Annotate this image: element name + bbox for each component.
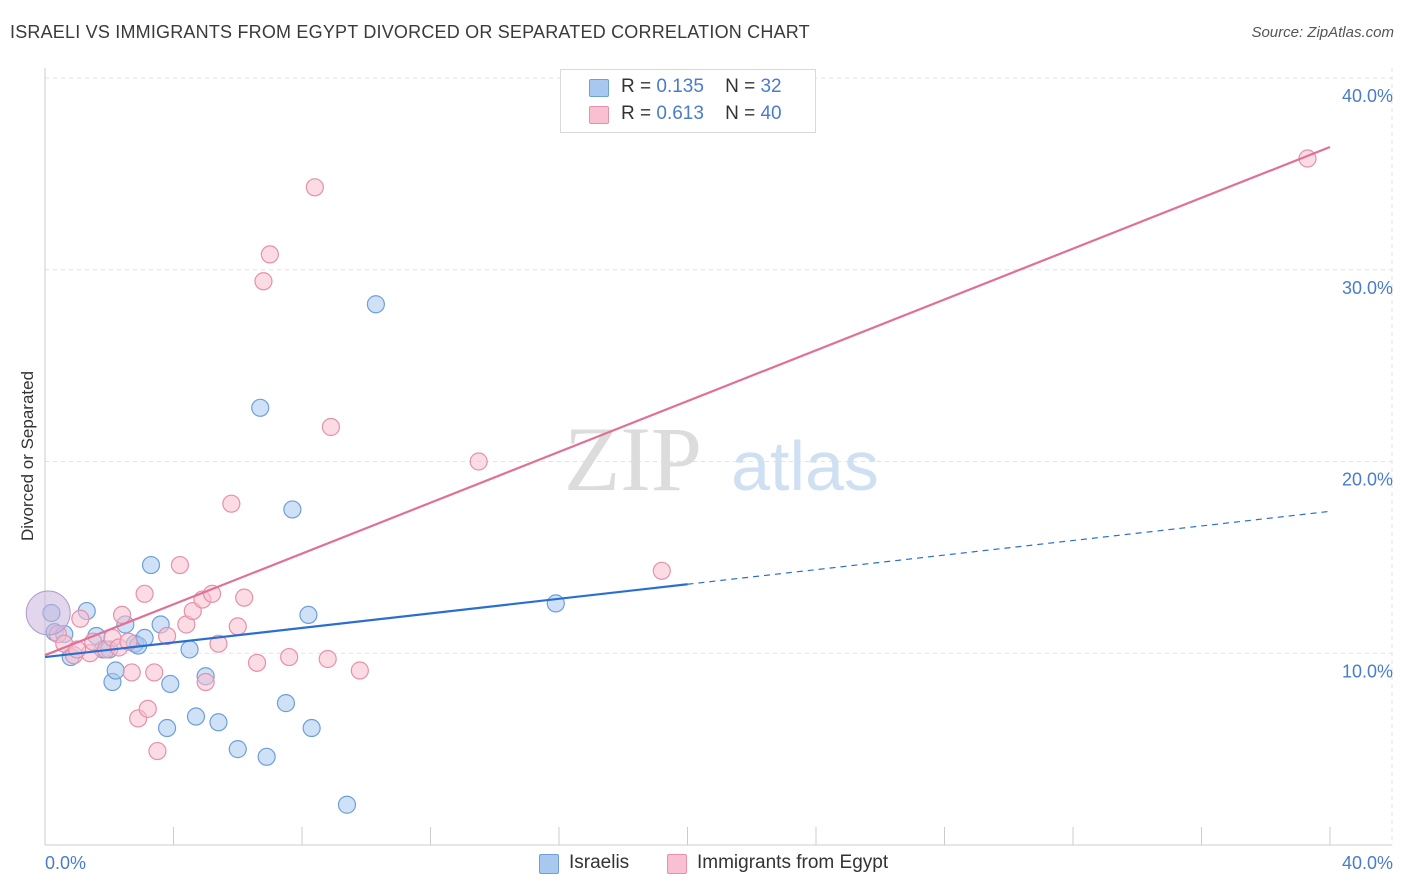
point-israelis bbox=[135, 628, 154, 648]
chart-title: ISRAELI VS IMMIGRANTS FROM EGYPT DIVORCE… bbox=[10, 22, 810, 42]
y-tick-label: 10.0% bbox=[1342, 661, 1393, 681]
bottom-legend-swatch-israelis bbox=[539, 854, 559, 874]
legend-r-value: 0.135 bbox=[656, 76, 704, 97]
point-egypt bbox=[222, 494, 241, 513]
legend-n-value: 40 bbox=[760, 103, 782, 124]
point-egypt bbox=[228, 617, 247, 636]
point-egypt bbox=[254, 272, 273, 291]
point-egypt bbox=[469, 452, 488, 471]
y-tick-label: 20.0% bbox=[1342, 470, 1393, 490]
point-egypt bbox=[318, 649, 337, 669]
point-egypt bbox=[157, 626, 177, 646]
point-israelis bbox=[302, 718, 321, 738]
point-israelis bbox=[283, 500, 302, 519]
point-israelis bbox=[186, 707, 206, 726]
point-egypt bbox=[170, 555, 190, 575]
trend-line-egypt bbox=[44, 146, 1331, 657]
point-israelis bbox=[257, 747, 276, 766]
data-points bbox=[25, 149, 1317, 814]
bottom-legend-label-israelis: Israelis bbox=[569, 852, 630, 873]
axes bbox=[44, 68, 1392, 846]
point-israelis bbox=[106, 661, 125, 680]
point-egypt bbox=[145, 663, 164, 682]
source-label: Source: ZipAtlas.com bbox=[1251, 24, 1394, 41]
point-israelis bbox=[276, 694, 296, 713]
point-egypt bbox=[196, 672, 215, 692]
x-tick-label: 40.0% bbox=[1342, 853, 1393, 873]
point-egypt bbox=[235, 588, 254, 607]
point-israelis bbox=[209, 713, 228, 732]
point-israelis bbox=[180, 640, 199, 659]
point-egypt bbox=[148, 741, 167, 761]
point-israelis bbox=[251, 398, 270, 417]
legend-n-label: N = bbox=[725, 103, 756, 124]
correlation-legend: R = 0.135 N = 32 R = 0.613 N = 40 bbox=[560, 69, 816, 133]
tick-labels: 10.0% 20.0% 30.0% 40.0% 0.0% 40.0% bbox=[45, 86, 1393, 873]
point-egypt bbox=[71, 609, 90, 628]
point-egypt bbox=[247, 653, 267, 672]
point-egypt bbox=[202, 584, 222, 603]
point-egypt bbox=[350, 661, 369, 680]
x-tick-label: 0.0% bbox=[45, 853, 86, 873]
point-israelis bbox=[337, 795, 357, 814]
point-egypt bbox=[305, 178, 324, 197]
point-egypt bbox=[209, 634, 228, 653]
watermark-zip: ZIP bbox=[564, 408, 702, 510]
point-egypt bbox=[112, 605, 132, 625]
point-israelis bbox=[299, 605, 318, 625]
trend-line-israelis-extension bbox=[687, 510, 1331, 585]
bottom-legend-label-egypt: Immigrants from Egypt bbox=[697, 852, 889, 873]
y-tick-label: 30.0% bbox=[1342, 278, 1393, 298]
point-egypt bbox=[260, 245, 279, 264]
watermark: ZIP atlas bbox=[564, 408, 879, 510]
point-israelis bbox=[366, 295, 385, 314]
legend-r-label: R = bbox=[621, 103, 652, 124]
trend-lines bbox=[44, 146, 1331, 659]
legend-r-label: R = bbox=[621, 76, 652, 97]
point-egypt bbox=[652, 561, 671, 580]
bottom-legend-swatch-egypt bbox=[667, 854, 687, 874]
point-egypt bbox=[135, 584, 154, 603]
gridlines bbox=[45, 68, 1393, 845]
point-israelis bbox=[228, 740, 247, 759]
point-cluster bbox=[25, 590, 71, 636]
y-tick-label: 40.0% bbox=[1342, 86, 1393, 106]
point-egypt bbox=[321, 417, 341, 437]
point-egypt bbox=[138, 699, 157, 718]
point-egypt bbox=[280, 647, 299, 667]
legend-n-value: 32 bbox=[760, 76, 782, 97]
point-israelis bbox=[141, 555, 161, 575]
point-egypt bbox=[122, 663, 141, 682]
point-israelis bbox=[161, 674, 180, 694]
trend-line-israelis bbox=[44, 583, 688, 659]
point-israelis bbox=[157, 718, 177, 738]
legend-n-label: N = bbox=[725, 76, 756, 97]
legend-r-value: 0.613 bbox=[656, 103, 704, 124]
legend-swatch-israelis bbox=[589, 79, 609, 97]
watermark-atlas: atlas bbox=[731, 427, 879, 505]
point-egypt bbox=[119, 632, 138, 651]
legend-swatch-egypt bbox=[589, 106, 609, 124]
